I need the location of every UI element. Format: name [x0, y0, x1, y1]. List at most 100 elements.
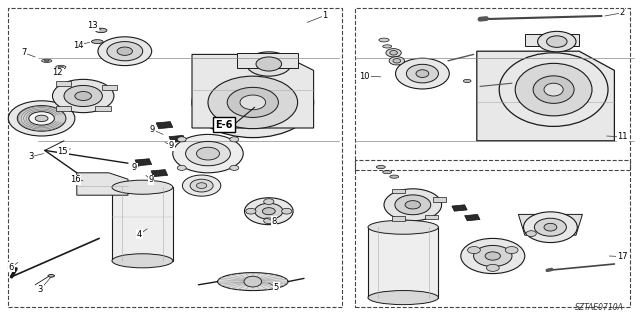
- Ellipse shape: [117, 47, 132, 55]
- Ellipse shape: [383, 45, 392, 48]
- Ellipse shape: [244, 198, 293, 225]
- Ellipse shape: [368, 220, 438, 234]
- Ellipse shape: [52, 79, 114, 113]
- Ellipse shape: [526, 231, 536, 236]
- Ellipse shape: [230, 137, 239, 142]
- Ellipse shape: [485, 252, 500, 260]
- Text: 15: 15: [58, 147, 68, 156]
- Ellipse shape: [17, 106, 66, 131]
- Text: 3: 3: [38, 285, 43, 294]
- Ellipse shape: [264, 199, 274, 204]
- Ellipse shape: [64, 85, 102, 107]
- Ellipse shape: [48, 275, 54, 277]
- Ellipse shape: [534, 218, 566, 236]
- Bar: [102, 85, 118, 90]
- Text: SZTAE0710A: SZTAE0710A: [575, 303, 624, 312]
- Ellipse shape: [533, 76, 574, 103]
- Ellipse shape: [246, 208, 256, 214]
- Polygon shape: [465, 214, 480, 221]
- Polygon shape: [368, 227, 438, 298]
- Ellipse shape: [230, 165, 239, 171]
- Text: 17: 17: [617, 252, 627, 261]
- Ellipse shape: [384, 189, 442, 221]
- Ellipse shape: [8, 101, 75, 136]
- Ellipse shape: [461, 238, 525, 274]
- Bar: [525, 34, 579, 46]
- Ellipse shape: [544, 223, 557, 231]
- Bar: [433, 197, 446, 202]
- Text: 2: 2: [620, 8, 625, 17]
- Text: 8: 8: [271, 217, 276, 226]
- Polygon shape: [112, 187, 173, 261]
- Ellipse shape: [112, 180, 173, 194]
- Polygon shape: [518, 214, 582, 235]
- Ellipse shape: [107, 42, 143, 61]
- Ellipse shape: [246, 52, 291, 76]
- Ellipse shape: [389, 57, 404, 65]
- Text: 10: 10: [360, 72, 370, 81]
- Ellipse shape: [390, 175, 399, 178]
- Polygon shape: [77, 173, 128, 195]
- Ellipse shape: [474, 245, 512, 267]
- Ellipse shape: [406, 64, 438, 83]
- Ellipse shape: [547, 36, 567, 47]
- Bar: [392, 189, 405, 193]
- Ellipse shape: [486, 264, 499, 271]
- Ellipse shape: [262, 208, 275, 215]
- Ellipse shape: [190, 179, 213, 192]
- Ellipse shape: [386, 49, 401, 57]
- Text: 9: 9: [132, 164, 137, 172]
- Bar: [237, 53, 298, 68]
- Ellipse shape: [98, 37, 152, 66]
- Text: 5: 5: [274, 283, 279, 292]
- Text: 7: 7: [21, 48, 26, 57]
- Bar: [56, 81, 71, 86]
- Ellipse shape: [544, 83, 563, 96]
- Ellipse shape: [416, 70, 429, 77]
- Text: 13: 13: [88, 21, 98, 30]
- Text: 11: 11: [618, 132, 628, 141]
- Ellipse shape: [383, 171, 392, 174]
- Text: E-6: E-6: [215, 120, 233, 130]
- Text: 14: 14: [73, 41, 83, 50]
- Bar: [392, 216, 405, 221]
- Ellipse shape: [42, 59, 52, 62]
- Bar: [95, 106, 111, 111]
- Ellipse shape: [468, 246, 481, 253]
- Ellipse shape: [379, 38, 389, 42]
- Polygon shape: [151, 170, 168, 177]
- Ellipse shape: [395, 195, 431, 215]
- Ellipse shape: [29, 112, 54, 125]
- Ellipse shape: [282, 208, 292, 214]
- Text: 9: 9: [148, 175, 154, 184]
- Ellipse shape: [256, 57, 282, 71]
- Ellipse shape: [227, 87, 278, 117]
- Ellipse shape: [58, 66, 63, 68]
- Ellipse shape: [244, 276, 262, 287]
- Polygon shape: [192, 54, 314, 128]
- Ellipse shape: [177, 165, 186, 171]
- Ellipse shape: [95, 28, 107, 33]
- Ellipse shape: [218, 273, 288, 291]
- Ellipse shape: [92, 40, 103, 44]
- Ellipse shape: [182, 175, 221, 196]
- Ellipse shape: [75, 92, 92, 100]
- Ellipse shape: [538, 31, 576, 52]
- Ellipse shape: [463, 79, 471, 83]
- Ellipse shape: [35, 115, 48, 122]
- Ellipse shape: [44, 60, 49, 61]
- Ellipse shape: [196, 147, 220, 160]
- Ellipse shape: [390, 51, 397, 55]
- Ellipse shape: [405, 201, 420, 209]
- Ellipse shape: [173, 134, 243, 173]
- Ellipse shape: [186, 141, 230, 166]
- Ellipse shape: [112, 254, 173, 268]
- Polygon shape: [156, 122, 173, 129]
- Ellipse shape: [240, 95, 266, 110]
- Ellipse shape: [264, 218, 274, 224]
- Ellipse shape: [196, 183, 207, 188]
- Ellipse shape: [499, 53, 608, 126]
- Ellipse shape: [56, 65, 66, 69]
- Polygon shape: [169, 135, 186, 142]
- Ellipse shape: [393, 59, 401, 63]
